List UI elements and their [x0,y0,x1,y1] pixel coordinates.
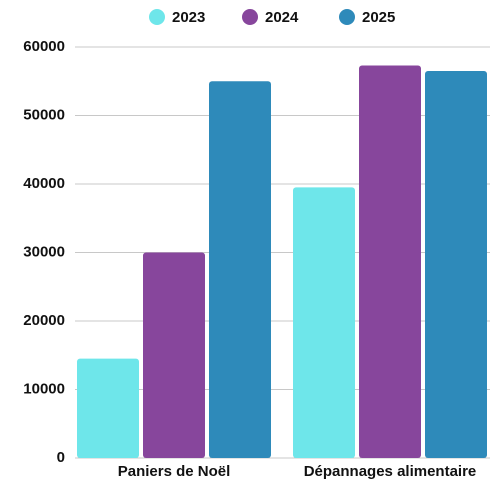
legend-swatch [242,9,258,25]
y-tick-label: 30000 [23,243,65,260]
bar [77,358,139,458]
x-tick-label: Dépannages alimentaire [304,463,477,480]
bar [293,187,355,459]
y-tick-label: 50000 [23,106,65,123]
bar [359,65,421,459]
legend-swatch [149,9,165,25]
y-tick-label: 0 [57,449,65,466]
legend-label: 2025 [362,9,395,26]
x-tick-label: Paniers de Noël [118,463,231,480]
legend-label: 2024 [265,9,299,26]
legend-label: 2023 [172,9,205,26]
y-tick-label: 60000 [23,38,65,55]
legend-swatch [339,9,355,25]
y-tick-label: 40000 [23,175,65,192]
bar [425,70,487,458]
y-tick-label: 20000 [23,312,65,329]
y-tick-label: 10000 [23,380,65,397]
bar [143,252,205,458]
bar [209,81,271,458]
